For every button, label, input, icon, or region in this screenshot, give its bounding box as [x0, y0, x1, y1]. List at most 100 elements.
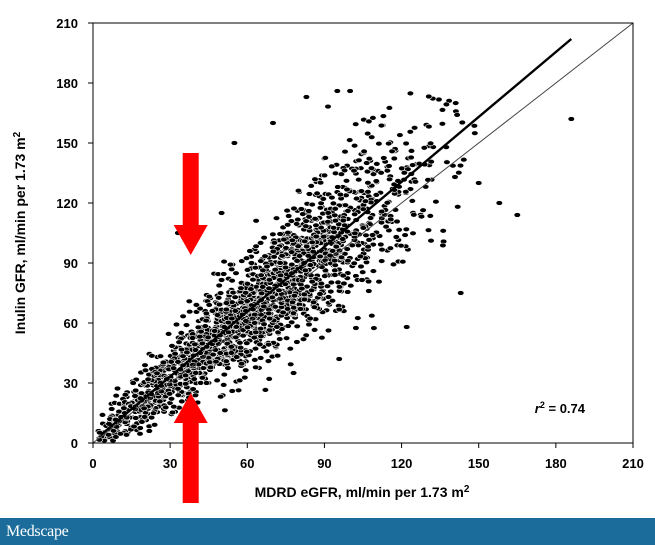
scatter-chart: 0 30 60 90 120 150 180 210 0 30 60 90 120 150 180 210 r…: [12, 16, 644, 503]
data-point: [357, 263, 365, 270]
data-point: [347, 283, 355, 289]
data-point: [331, 267, 339, 274]
data-point: [178, 398, 186, 405]
data-point: [237, 299, 245, 305]
data-point: [288, 261, 296, 268]
data-point: [365, 278, 373, 285]
data-point: [104, 432, 113, 438]
data-point: [269, 120, 277, 126]
data-point: [216, 350, 224, 356]
y-tick-label: 150: [56, 136, 78, 151]
data-point: [192, 370, 200, 376]
data-point: [401, 232, 409, 238]
data-point: [409, 162, 417, 168]
data-point: [300, 291, 308, 298]
data-point: [177, 330, 185, 336]
data-point: [442, 101, 451, 108]
data-point: [383, 200, 391, 206]
data-point: [288, 237, 296, 244]
data-point: [327, 288, 335, 295]
data-point: [369, 115, 377, 121]
data-point: [308, 287, 316, 293]
data-point: [305, 214, 313, 220]
data-point: [317, 280, 326, 287]
data-point: [342, 178, 351, 184]
data-point: [231, 308, 239, 314]
data-point: [252, 218, 260, 224]
data-point: [252, 364, 260, 370]
data-point: [368, 134, 376, 140]
data-point: [251, 357, 259, 363]
data-point: [191, 392, 200, 398]
data-point: [352, 325, 360, 331]
data-point: [265, 341, 273, 348]
data-point: [375, 279, 383, 285]
data-point: [260, 321, 268, 327]
data-point: [385, 163, 393, 169]
medscape-logo-text: Medscape: [6, 522, 69, 540]
data-point: [196, 334, 204, 340]
data-point: [256, 341, 264, 348]
data-point: [364, 180, 372, 186]
data-point: [222, 358, 230, 364]
data-point: [199, 365, 207, 371]
data-point: [351, 211, 359, 218]
data-point: [377, 170, 385, 176]
data-point: [449, 163, 457, 169]
data-point: [368, 313, 376, 319]
data-point: [281, 281, 289, 287]
data-point: [513, 212, 521, 218]
data-point: [288, 319, 296, 325]
data-point: [359, 269, 367, 275]
data-point: [306, 315, 314, 322]
data-point: [402, 140, 410, 147]
data-point: [276, 231, 284, 237]
y-tick-label: 120: [56, 196, 78, 211]
data-point: [419, 207, 427, 213]
data-point: [167, 359, 175, 365]
data-point: [432, 199, 440, 205]
data-point: [439, 242, 447, 249]
data-point: [252, 243, 260, 250]
data-point: [280, 236, 288, 243]
data-point: [227, 350, 235, 356]
data-point: [393, 218, 401, 225]
data-point: [285, 213, 293, 219]
data-point: [398, 165, 406, 172]
data-point: [328, 298, 337, 304]
data-point: [273, 324, 281, 330]
data-point: [190, 376, 198, 382]
data-point: [156, 398, 164, 405]
data-point: [392, 234, 400, 240]
data-point: [189, 386, 197, 392]
data-point: [324, 103, 332, 110]
data-point: [344, 208, 352, 214]
data-point: [239, 333, 247, 339]
data-point: [98, 412, 107, 418]
data-point: [301, 267, 309, 274]
data-point: [358, 277, 366, 283]
data-point: [388, 148, 396, 155]
data-point: [495, 200, 503, 206]
data-point: [284, 323, 292, 329]
data-point: [212, 359, 220, 365]
data-point: [352, 121, 360, 127]
data-point: [365, 237, 373, 243]
data-point: [227, 344, 235, 350]
data-point: [443, 159, 451, 165]
data-point: [341, 149, 349, 155]
data-point: [251, 265, 259, 271]
data-point: [303, 243, 311, 250]
data-point: [301, 238, 309, 245]
data-point: [385, 105, 394, 111]
data-point: [174, 359, 182, 365]
data-point: [197, 380, 205, 386]
data-point: [244, 324, 252, 331]
data-point: [271, 304, 279, 310]
data-point: [141, 362, 149, 368]
data-point: [236, 377, 244, 384]
data-point: [276, 296, 284, 302]
data-point: [263, 348, 271, 354]
data-point: [397, 243, 405, 249]
footer-bar: Medscape: [0, 518, 655, 545]
